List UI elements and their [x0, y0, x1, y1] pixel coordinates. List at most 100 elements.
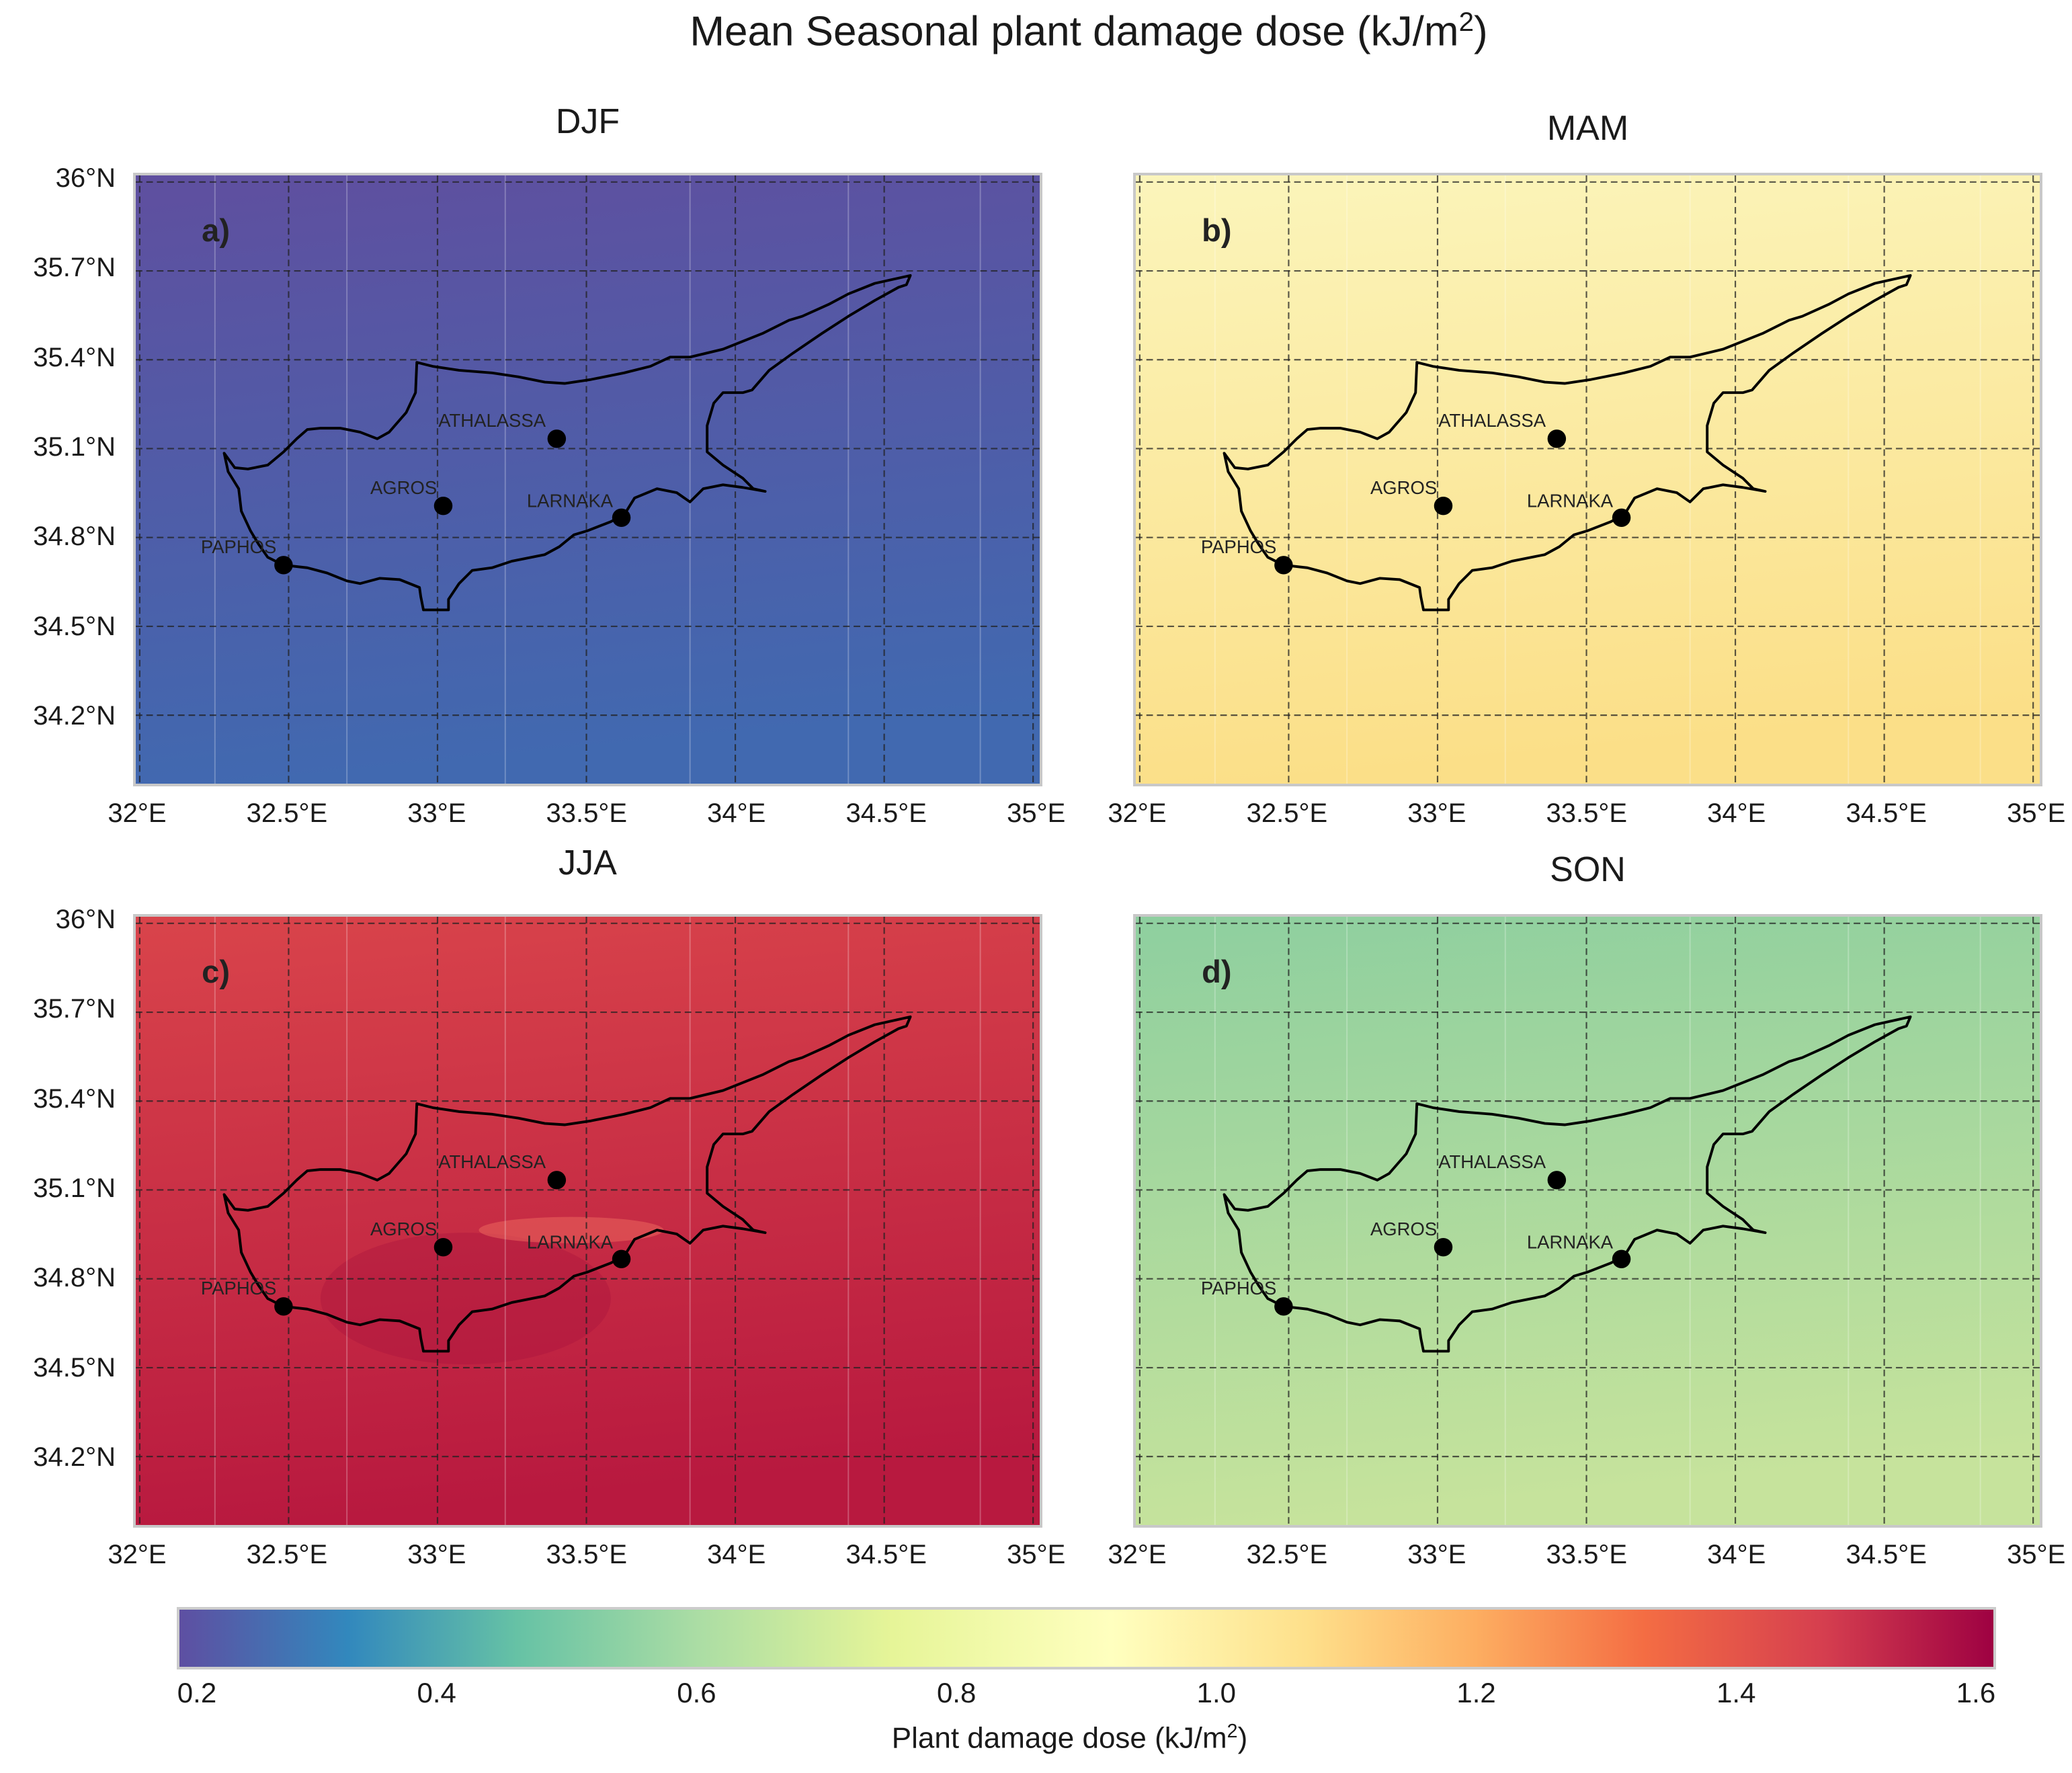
x-tick-label: 32°E — [108, 798, 167, 828]
station-marker-agros — [1434, 1237, 1453, 1257]
y-tick-label: 34.5°N — [33, 1352, 116, 1383]
station-label-athalassa: ATHALASSA — [438, 1151, 546, 1172]
panel-title-mam: MAM — [1546, 109, 1629, 148]
station-label-agros: AGROS — [370, 1219, 437, 1239]
x-tick-label: 34.5°E — [1846, 798, 1927, 828]
station-marker-athalassa — [1547, 429, 1567, 448]
station-marker-athalassa — [547, 429, 567, 448]
heatmap-field — [136, 175, 1040, 784]
cyprus-coastline — [1223, 274, 1912, 612]
panel-letter: a) — [202, 212, 230, 248]
colorbar-tick-label: 0.6 — [677, 1677, 716, 1708]
station-label-athalassa: ATHALASSA — [1438, 1151, 1546, 1172]
x-tick-label: 34°E — [1707, 798, 1766, 828]
panel-title-son: SON — [1550, 850, 1626, 889]
cyprus-coastline — [222, 1015, 912, 1353]
station-label-paphos: PAPHOS — [201, 1278, 276, 1298]
x-tick-label: 35°E — [1007, 798, 1066, 828]
x-tick-label: 35°E — [1007, 1540, 1066, 1569]
station-marker-agros — [1434, 496, 1453, 516]
panel-letter: b) — [1202, 212, 1231, 248]
colorbar-tick-label: 0.2 — [177, 1677, 217, 1708]
colorbar — [177, 1607, 1996, 1669]
heatmap-low-region — [479, 1217, 664, 1243]
x-tick-label: 32.5°E — [1246, 1540, 1328, 1569]
y-tick-label: 35.1°N — [33, 432, 116, 462]
colorbar-tick-label: 0.8 — [936, 1677, 977, 1708]
y-tick-label: 36°N — [55, 163, 116, 193]
heatmap-field — [1136, 917, 2040, 1525]
y-tick-label: 35.7°N — [33, 994, 116, 1024]
x-tick-label: 35°E — [2007, 798, 2066, 828]
station-marker-agros — [433, 496, 453, 516]
panel-letter: d) — [1202, 954, 1231, 989]
station-label-larnaka: LARNAKA — [527, 491, 614, 511]
colorbar-tick-label: 0.4 — [417, 1677, 456, 1708]
colorbar-label-close: ) — [1237, 1721, 1248, 1755]
station-label-agros: AGROS — [370, 477, 437, 498]
station-marker-larnaka — [612, 508, 631, 528]
y-tick-label: 35.7°N — [33, 253, 116, 283]
y-tick-label: 34.8°N — [33, 522, 116, 552]
heatmap-field — [1136, 175, 2040, 784]
x-tick-label: 32°E — [1108, 1540, 1167, 1569]
station-label-paphos: PAPHOS — [1201, 1278, 1276, 1298]
station-label-athalassa: ATHALASSA — [438, 410, 546, 431]
station-label-larnaka: LARNAKA — [1527, 491, 1614, 511]
map-panel-jja: ATHALASSA AGROS LARNAKA PAPHOS c) — [133, 914, 1042, 1528]
station-marker-paphos — [1274, 556, 1293, 575]
colorbar-tick-label: 1.2 — [1456, 1677, 1496, 1708]
cyprus-coastline — [1223, 1015, 1912, 1353]
y-tick-label: 34.5°N — [33, 611, 116, 641]
y-tick-label: 34.2°N — [33, 701, 116, 731]
station-marker-paphos — [1274, 1297, 1293, 1316]
x-tick-label: 32.5°E — [246, 1540, 328, 1569]
x-tick-label: 32°E — [1108, 798, 1167, 828]
colorbar-label-text: Plant damage dose (kJ/m — [891, 1721, 1227, 1755]
x-tick-label: 34.5°E — [845, 1540, 927, 1569]
map-panel-son: ATHALASSA AGROS LARNAKA PAPHOS d) — [1133, 914, 2042, 1528]
map-panel-mam: ATHALASSA AGROS LARNAKA PAPHOS b) — [1133, 173, 2042, 786]
station-label-athalassa: ATHALASSA — [1438, 410, 1546, 431]
y-tick-label: 35.4°N — [33, 342, 116, 372]
station-marker-paphos — [274, 556, 293, 575]
y-tick-label: 34.8°N — [33, 1263, 116, 1293]
station-marker-larnaka — [1612, 508, 1631, 528]
panel-title-djf: DJF — [555, 102, 620, 141]
colorbar-tick-label: 1.4 — [1716, 1677, 1756, 1708]
station-label-larnaka: LARNAKA — [1527, 1232, 1614, 1253]
x-tick-label: 32.5°E — [246, 798, 328, 828]
station-label-paphos: PAPHOS — [1201, 536, 1276, 557]
x-tick-label: 33.5°E — [1546, 798, 1628, 828]
station-marker-larnaka — [1612, 1249, 1631, 1269]
x-tick-label: 33.5°E — [546, 1540, 628, 1569]
panel-title-jja: JJA — [558, 843, 617, 882]
x-tick-label: 32°E — [108, 1540, 167, 1569]
x-tick-label: 33°E — [407, 1540, 466, 1569]
station-marker-agros — [433, 1237, 453, 1257]
colorbar-label: Plant damage dose (kJ/m2) — [0, 1721, 2072, 1756]
y-tick-label: 34.2°N — [33, 1442, 116, 1473]
title-sup: 2 — [1458, 7, 1474, 37]
station-marker-larnaka — [612, 1249, 631, 1269]
x-tick-label: 34.5°E — [845, 798, 927, 828]
station-label-paphos: PAPHOS — [201, 536, 276, 557]
colorbar-tick-label: 1.6 — [1956, 1677, 1996, 1708]
station-label-agros: AGROS — [1370, 477, 1437, 498]
x-tick-label: 33°E — [1407, 798, 1466, 828]
x-tick-label: 35°E — [2007, 1540, 2066, 1569]
heatmap-high-region — [320, 1233, 611, 1365]
station-marker-athalassa — [547, 1171, 567, 1190]
cyprus-coastline — [222, 274, 912, 612]
title-text: Mean Seasonal plant damage dose (kJ/m — [690, 8, 1459, 55]
title-close: ) — [1473, 8, 1488, 55]
x-tick-label: 33.5°E — [1546, 1540, 1628, 1569]
colorbar-tick-label: 1.0 — [1196, 1677, 1237, 1708]
x-tick-label: 34°E — [707, 798, 766, 828]
y-tick-label: 36°N — [55, 904, 116, 934]
x-tick-label: 33°E — [1407, 1540, 1466, 1569]
map-panel-djf: ATHALASSA AGROS LARNAKA PAPHOS a) — [133, 173, 1042, 786]
colorbar-label-sup: 2 — [1227, 1721, 1238, 1742]
x-tick-label: 33.5°E — [546, 798, 628, 828]
station-marker-paphos — [274, 1297, 293, 1316]
